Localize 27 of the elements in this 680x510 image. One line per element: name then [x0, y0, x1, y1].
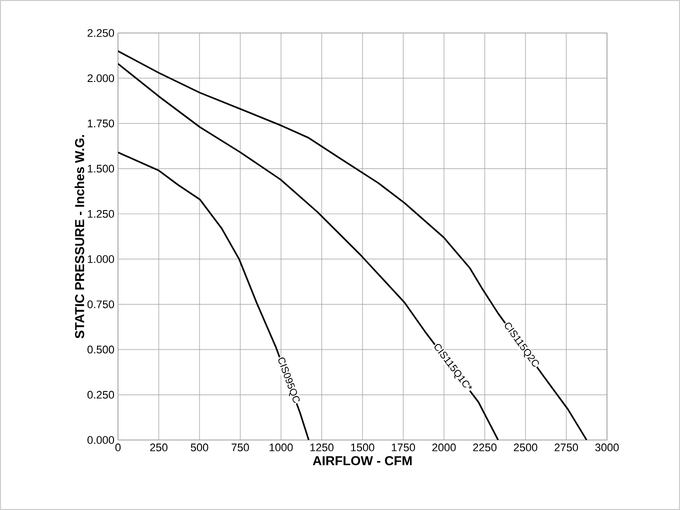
y-axis-title: STATIC PRESSURE - Inches W.G. [74, 135, 84, 338]
y-tick-label: 2.000 [88, 74, 114, 82]
x-tick-label: 3000 [595, 444, 619, 452]
x-tick-label: 1750 [392, 444, 415, 452]
x-tick-label: 0 [115, 444, 121, 452]
line-series [118, 50, 588, 440]
line-series [118, 62, 499, 440]
x-tick-label: 2500 [514, 444, 538, 452]
x-tick-label: 2000 [432, 444, 456, 452]
x-tick-label: 500 [190, 444, 208, 452]
y-tick-label: 1.000 [88, 255, 114, 263]
y-tick-label: 0.750 [87, 300, 114, 308]
x-tick-label: 1500 [351, 444, 374, 452]
x-tick-label: 750 [232, 444, 249, 452]
x-tick-label: 2250 [473, 444, 496, 452]
y-tick-label: 0.250 [87, 390, 114, 399]
x-tick-label: 1000 [270, 444, 293, 452]
y-tick-label: 1.750 [88, 120, 114, 128]
x-tick-label: 2750 [554, 444, 578, 452]
x-tick-label: 250 [150, 444, 168, 452]
y-tick-label: 2.250 [88, 29, 114, 37]
x-tick-label: 1250 [310, 444, 334, 452]
y-tick-label: 0.500 [87, 346, 114, 354]
y-tick-label: 1.500 [88, 164, 114, 173]
y-tick-label: 1.250 [88, 210, 114, 218]
y-tick-label: 0.000 [87, 436, 114, 444]
x-axis-title: AIRFLOW - CFM [312, 456, 412, 466]
